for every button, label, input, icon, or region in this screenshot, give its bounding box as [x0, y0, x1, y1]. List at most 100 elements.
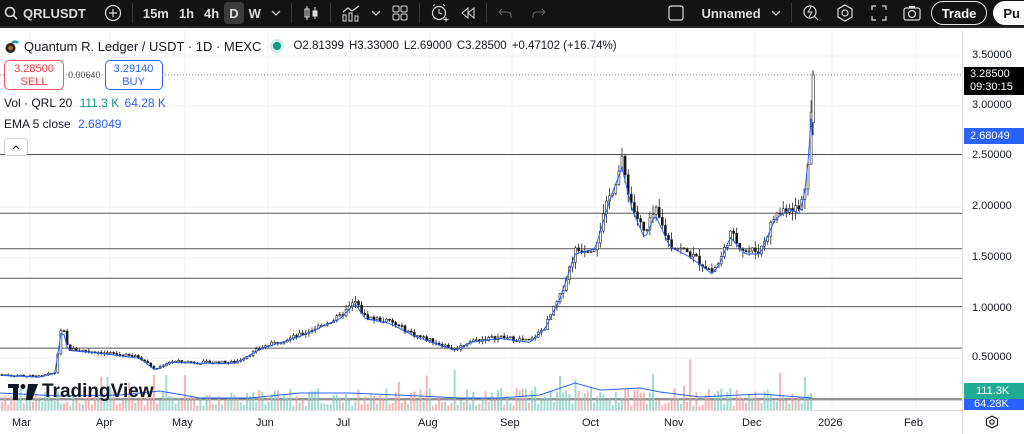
- price-tick: 2.50000: [972, 149, 1012, 161]
- interval-d[interactable]: D: [224, 2, 244, 24]
- replay-button[interactable]: [455, 2, 481, 24]
- chart-type-button[interactable]: [297, 2, 325, 24]
- divider: [131, 3, 133, 23]
- divider: [418, 3, 420, 23]
- volume-indicator-legend[interactable]: Vol · QRL 20 111.3 K 64.28 K: [4, 96, 166, 110]
- fullscreen-button[interactable]: [865, 2, 893, 24]
- price-tick: 1.50000: [972, 251, 1012, 263]
- tradingview-logo[interactable]: TradingView: [8, 381, 154, 403]
- layout-dropdown-button[interactable]: [766, 2, 786, 24]
- indicators-icon: [342, 5, 360, 22]
- volume-ma-axis-label: 64.28K: [964, 399, 1024, 410]
- top-toolbar: QRLUSDT 15m 1h 4h D W Unnamed: [0, 0, 1024, 28]
- time-tick: Mar: [12, 417, 31, 429]
- symbol-logo-icon: [4, 38, 20, 54]
- templates-button[interactable]: [386, 2, 414, 24]
- price-tick: 2.00000: [972, 200, 1012, 212]
- chevron-down-icon: [371, 10, 381, 16]
- symbol-title[interactable]: Quantum R. Ledger / USDT · 1D · MEXC: [24, 38, 262, 54]
- spread-value: 0.00640: [68, 70, 101, 80]
- sell-label: SELL: [20, 76, 48, 88]
- last-price-label: 3.28500 09:30:15: [964, 67, 1024, 95]
- last-price-value: 3.28500: [970, 68, 1010, 80]
- quick-search-icon: [803, 5, 819, 21]
- low-value: L2.69000: [403, 40, 452, 52]
- time-tick: Jun: [256, 417, 274, 429]
- sell-price: 3.28500: [14, 63, 54, 75]
- divider: [290, 3, 292, 23]
- ema-indicator-legend[interactable]: EMA 5 close 2.68049: [4, 117, 121, 131]
- chevron-up-icon: [12, 144, 20, 149]
- change-value: +0.47102 (+16.74%): [511, 40, 617, 52]
- snapshot-button[interactable]: [897, 2, 927, 24]
- time-axis[interactable]: Mar Apr May Jun Jul Aug Sep Oct Nov Dec …: [0, 410, 962, 434]
- time-tick: Aug: [418, 417, 438, 429]
- tradingview-logo-icon: [8, 384, 38, 400]
- divider: [329, 3, 331, 23]
- divider: [485, 3, 487, 23]
- time-tick: Sep: [500, 417, 520, 429]
- buy-price: 3.29140: [113, 63, 154, 75]
- trade-panel: 3.28500 SELL 0.00640 3.29140 BUY: [4, 60, 163, 90]
- publish-button[interactable]: Pu: [993, 1, 1024, 25]
- time-tick: Oct: [582, 417, 600, 429]
- price-axis[interactable]: 3.50000 3.00000 2.50000 2.00000 1.50000 …: [962, 30, 1024, 434]
- indicators-button[interactable]: [336, 2, 366, 24]
- volume-value: 111.3 K: [79, 96, 120, 110]
- sell-button[interactable]: 3.28500 SELL: [4, 60, 64, 90]
- search-icon: [4, 6, 18, 20]
- ema-label: EMA 5 close: [4, 117, 71, 131]
- price-tick: 0.50000: [972, 351, 1012, 363]
- bar-countdown: 09:30:15: [970, 81, 1013, 93]
- add-symbol-button[interactable]: [99, 2, 127, 24]
- collapse-legend-button[interactable]: [4, 138, 28, 156]
- layout-checkbox-icon: [668, 5, 685, 21]
- tradingview-logo-text: TradingView: [42, 381, 154, 402]
- interval-4h[interactable]: 4h: [204, 5, 220, 21]
- time-tick: Apr: [96, 417, 114, 429]
- quick-search-button[interactable]: [797, 2, 825, 24]
- templates-icon: [392, 5, 408, 21]
- layout-checkbox[interactable]: [662, 2, 690, 24]
- replay-icon: [461, 6, 475, 20]
- alert-button[interactable]: [425, 2, 455, 24]
- interval-w[interactable]: W: [248, 5, 261, 21]
- chart-canvas[interactable]: [0, 30, 962, 410]
- price-tick: 3.50000: [972, 49, 1012, 61]
- time-tick: Nov: [664, 417, 684, 429]
- buy-label: BUY: [122, 76, 145, 88]
- axis-settings-button[interactable]: [985, 415, 999, 429]
- indicators-dropdown-button[interactable]: [366, 2, 386, 24]
- settings-button[interactable]: [831, 2, 859, 24]
- time-tick: Jul: [336, 417, 351, 429]
- layout-name[interactable]: Unnamed: [701, 5, 761, 21]
- ema-price-label: 2.68049: [964, 128, 1024, 144]
- undo-button[interactable]: [492, 2, 518, 24]
- candles-icon: [304, 6, 318, 20]
- trade-button[interactable]: Trade: [930, 1, 988, 25]
- price-chart[interactable]: [0, 30, 962, 410]
- volume-ma-value: 64.28 K: [124, 96, 166, 110]
- time-tick: 2026: [818, 417, 843, 429]
- fullscreen-icon: [871, 5, 887, 21]
- open-value: O2.81399: [293, 40, 344, 52]
- price-tick: 3.00000: [972, 99, 1012, 111]
- chevron-down-icon: [771, 10, 781, 16]
- symbol-search-button[interactable]: QRLUSDT: [0, 2, 91, 24]
- volume-axis-label: 111.3K: [964, 383, 1024, 399]
- interval-dropdown-button[interactable]: [266, 2, 286, 24]
- snapshot-icon: [903, 6, 921, 21]
- chevron-down-icon: [271, 10, 281, 16]
- settings-icon: [985, 415, 999, 429]
- symbol-label: QRLUSDT: [23, 5, 86, 21]
- interval-1h[interactable]: 1h: [178, 5, 195, 21]
- redo-button[interactable]: [526, 2, 552, 24]
- time-tick: Feb: [904, 417, 923, 429]
- volume-label: Vol · QRL 20: [4, 96, 73, 110]
- chart-legend: Quantum R. Ledger / USDT · 1D · MEXC O2.…: [4, 38, 617, 54]
- alert-icon: [431, 4, 449, 22]
- close-value: C3.28500: [456, 40, 507, 52]
- interval-15m[interactable]: 15m: [142, 5, 169, 21]
- ema-value: 2.68049: [78, 117, 122, 131]
- buy-button[interactable]: 3.29140 BUY: [104, 60, 163, 90]
